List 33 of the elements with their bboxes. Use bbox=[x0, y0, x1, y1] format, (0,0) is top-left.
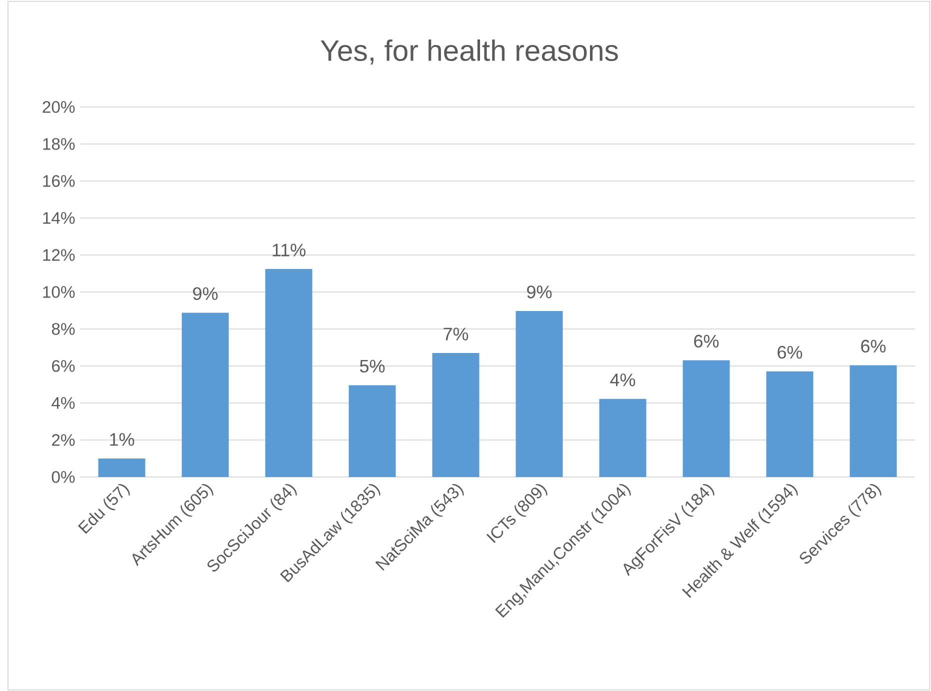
bar bbox=[348, 385, 396, 477]
bar bbox=[766, 371, 814, 477]
data-label: 11% bbox=[272, 244, 306, 256]
y-tick-label: 0% bbox=[52, 471, 75, 483]
bar bbox=[182, 312, 229, 477]
y-tick-label: 16% bbox=[43, 175, 75, 187]
bar bbox=[432, 353, 480, 477]
data-label: 6% bbox=[778, 346, 802, 359]
y-tick-label: 8% bbox=[52, 323, 75, 335]
data-label: 9% bbox=[193, 287, 218, 300]
y-tick-label: 18% bbox=[43, 138, 75, 150]
data-label: 6% bbox=[694, 334, 719, 348]
bar bbox=[850, 365, 897, 477]
data-label: 1% bbox=[110, 433, 134, 446]
bar bbox=[682, 360, 730, 477]
y-tick-label: 10% bbox=[43, 286, 75, 298]
x-tick-label: Edu (57) bbox=[78, 484, 130, 534]
y-tick-label: 6% bbox=[52, 360, 75, 372]
y-tick-label: 2% bbox=[52, 434, 75, 446]
bar bbox=[599, 398, 646, 477]
data-label: 9% bbox=[527, 286, 552, 298]
y-tick-label: 14% bbox=[43, 212, 75, 224]
bar bbox=[265, 269, 312, 477]
y-tick-label: 4% bbox=[52, 397, 75, 409]
chart-title: Yes, for health reasons bbox=[320, 39, 618, 64]
data-label: 5% bbox=[360, 360, 385, 373]
y-tick-label: 20% bbox=[42, 101, 75, 113]
data-label: 7% bbox=[444, 328, 468, 340]
bar bbox=[98, 458, 146, 477]
y-tick-label: 12% bbox=[43, 249, 75, 261]
data-label: 6% bbox=[861, 340, 886, 353]
bar bbox=[516, 311, 563, 477]
data-label: 4% bbox=[610, 374, 636, 386]
